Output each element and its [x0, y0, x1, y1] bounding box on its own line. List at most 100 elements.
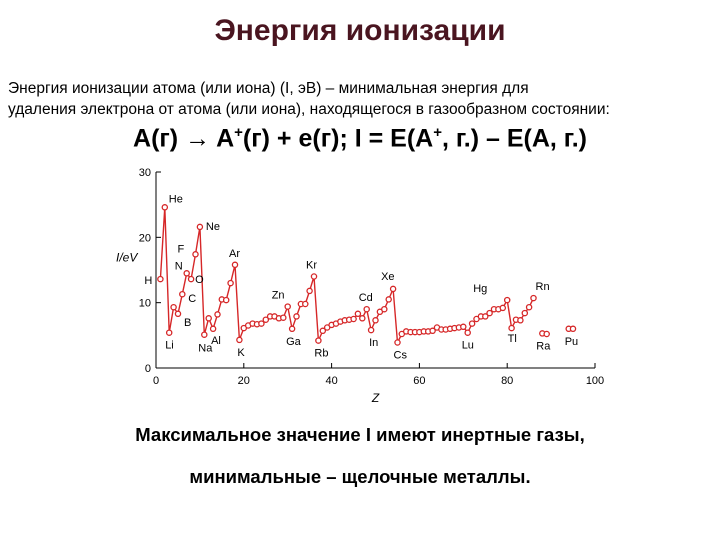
element-label: O — [195, 274, 204, 286]
element-label: F — [178, 243, 185, 255]
data-point — [236, 336, 243, 344]
element-label: Li — [165, 340, 174, 352]
equation-mid: (г) + e(г); I = E(A — [242, 124, 434, 153]
x-axis-label: Z — [371, 391, 380, 405]
ionization-energy-chart: 0 10 20 30 0 20 40 60 80 100 I/eV Z H He Li BC NO F Ne NaAl… — [116, 167, 604, 405]
element-label: H — [144, 275, 152, 287]
ionization-equation: A(г) → A+(г) + e(г); I = E(A+, г.) – E(A… — [0, 124, 720, 153]
equation-right: , г.) – E(A, г.) — [441, 124, 587, 153]
data-point — [525, 303, 533, 311]
data-point — [315, 337, 322, 344]
data-point — [521, 309, 529, 317]
conclusion-line-2: минимальные – щелочные металлы. — [189, 466, 531, 487]
data-point — [508, 324, 515, 332]
element-label: Zn — [272, 290, 285, 302]
x-tick-label: 100 — [586, 375, 604, 387]
slide-title: Энергия ионизации — [214, 14, 506, 47]
data-point — [262, 316, 270, 323]
element-label: B — [184, 317, 191, 329]
y-tick-label: 10 — [139, 298, 151, 310]
data-point — [389, 285, 397, 293]
data-point — [429, 327, 436, 335]
data-point — [350, 315, 357, 323]
data-point — [157, 275, 164, 283]
data-point — [258, 320, 265, 327]
data-point — [187, 275, 195, 283]
element-label: Lu — [462, 340, 474, 352]
equation-charge-1: + — [234, 124, 243, 141]
data-point — [280, 314, 287, 321]
x-tick-label: 40 — [325, 375, 337, 387]
element-label: Ga — [286, 336, 302, 348]
element-label: C — [188, 293, 196, 305]
data-point — [468, 320, 476, 327]
data-point — [205, 315, 212, 322]
data-point — [499, 304, 507, 312]
element-label: Al — [211, 335, 221, 347]
data-point — [319, 327, 327, 335]
data-point — [231, 261, 239, 269]
data-point — [201, 331, 208, 338]
element-label: In — [369, 337, 378, 349]
y-tick-label: 30 — [139, 167, 151, 179]
data-point — [464, 329, 471, 336]
element-label: Cd — [359, 292, 373, 304]
data-point — [381, 305, 388, 313]
element-label: Tl — [508, 333, 517, 345]
data-point — [460, 323, 467, 331]
data-point — [170, 303, 177, 311]
y-tick-label: 0 — [145, 363, 151, 375]
data-point — [517, 317, 524, 324]
x-tick-label: 0 — [153, 375, 159, 387]
data-point — [543, 330, 550, 338]
data-point — [359, 315, 366, 322]
element-label: Cs — [394, 350, 408, 362]
data-point — [174, 310, 182, 318]
x-tick-label: 60 — [413, 375, 425, 387]
data-point — [209, 325, 217, 333]
element-label: Xe — [381, 271, 394, 283]
x-tick-label: 80 — [501, 375, 513, 387]
element-label: K — [237, 347, 245, 359]
data-point — [284, 303, 291, 310]
data-point — [293, 313, 300, 320]
definition-term: Энергия ионизации атома (или иона) — [8, 80, 276, 97]
data-point — [196, 223, 204, 231]
y-tick-label: 20 — [139, 232, 151, 244]
data-point — [363, 305, 370, 313]
data-point — [354, 310, 362, 318]
data-point — [288, 325, 296, 333]
equation-left: A(г) → A — [133, 124, 235, 153]
definition-line1: – минимальная энергия для — [321, 80, 529, 97]
data-point — [214, 311, 221, 318]
data-point — [569, 325, 577, 333]
y-axis-label: I/eV — [116, 250, 138, 264]
data-point — [179, 290, 186, 298]
data-point — [227, 279, 234, 287]
data-point — [165, 329, 173, 336]
element-label: Pu — [565, 336, 578, 348]
element-label: He — [169, 193, 183, 205]
element-label: Ra — [536, 340, 551, 352]
element-label: Ne — [206, 221, 220, 233]
element-label: N — [175, 260, 183, 272]
element-label: Na — [198, 343, 213, 355]
data-point — [306, 287, 313, 295]
element-label: Rb — [314, 348, 328, 360]
conclusion-line-1: Максимальное значение I имеют инертные г… — [135, 424, 585, 445]
definition-line2: удаления электрона от атома (или иона), … — [8, 101, 610, 118]
data-point — [161, 204, 169, 211]
data-point — [183, 270, 190, 277]
element-label: Ar — [229, 248, 240, 260]
data-point — [503, 296, 511, 304]
data-point — [486, 309, 493, 317]
definition-notation: (I, эВ) — [279, 80, 322, 97]
data-point — [372, 317, 379, 324]
data-point — [482, 313, 489, 320]
element-label: Rn — [536, 281, 550, 293]
data-point — [367, 326, 375, 334]
data-point — [310, 273, 318, 280]
element-label: Kr — [306, 260, 317, 272]
data-point — [394, 339, 401, 346]
data-point — [222, 296, 230, 304]
